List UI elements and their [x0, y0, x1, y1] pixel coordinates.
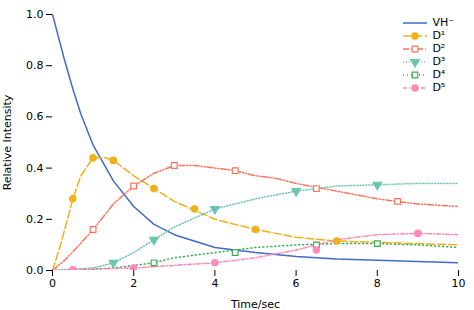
svg-text:Relative Intensity: Relative Intensity [1, 94, 14, 190]
svg-text:10: 10 [452, 277, 466, 290]
html-text:D¹: D¹ [432, 29, 446, 42]
html-text:VH⁻: VH⁻ [432, 16, 454, 29]
svg-text:0.0: 0.0 [26, 264, 44, 277]
html-text:D⁵: D⁵ [432, 81, 446, 94]
svg-text:Time/sec: Time/sec [230, 298, 280, 310]
svg-text:2: 2 [130, 277, 137, 290]
html-text:D²: D² [432, 42, 446, 55]
svg-text:0.2: 0.2 [26, 213, 44, 226]
html-text:D⁴: D⁴ [432, 68, 446, 81]
svg-text:6: 6 [293, 277, 300, 290]
html-text:D³: D³ [432, 55, 446, 68]
svg-text:0.8: 0.8 [26, 59, 44, 72]
svg-text:0.6: 0.6 [26, 110, 44, 123]
svg-text:0.4: 0.4 [26, 162, 44, 175]
svg-text:0: 0 [49, 277, 56, 290]
svg-text:8: 8 [374, 277, 381, 290]
svg-text:4: 4 [211, 277, 218, 290]
svg-text:1.0: 1.0 [26, 8, 44, 21]
